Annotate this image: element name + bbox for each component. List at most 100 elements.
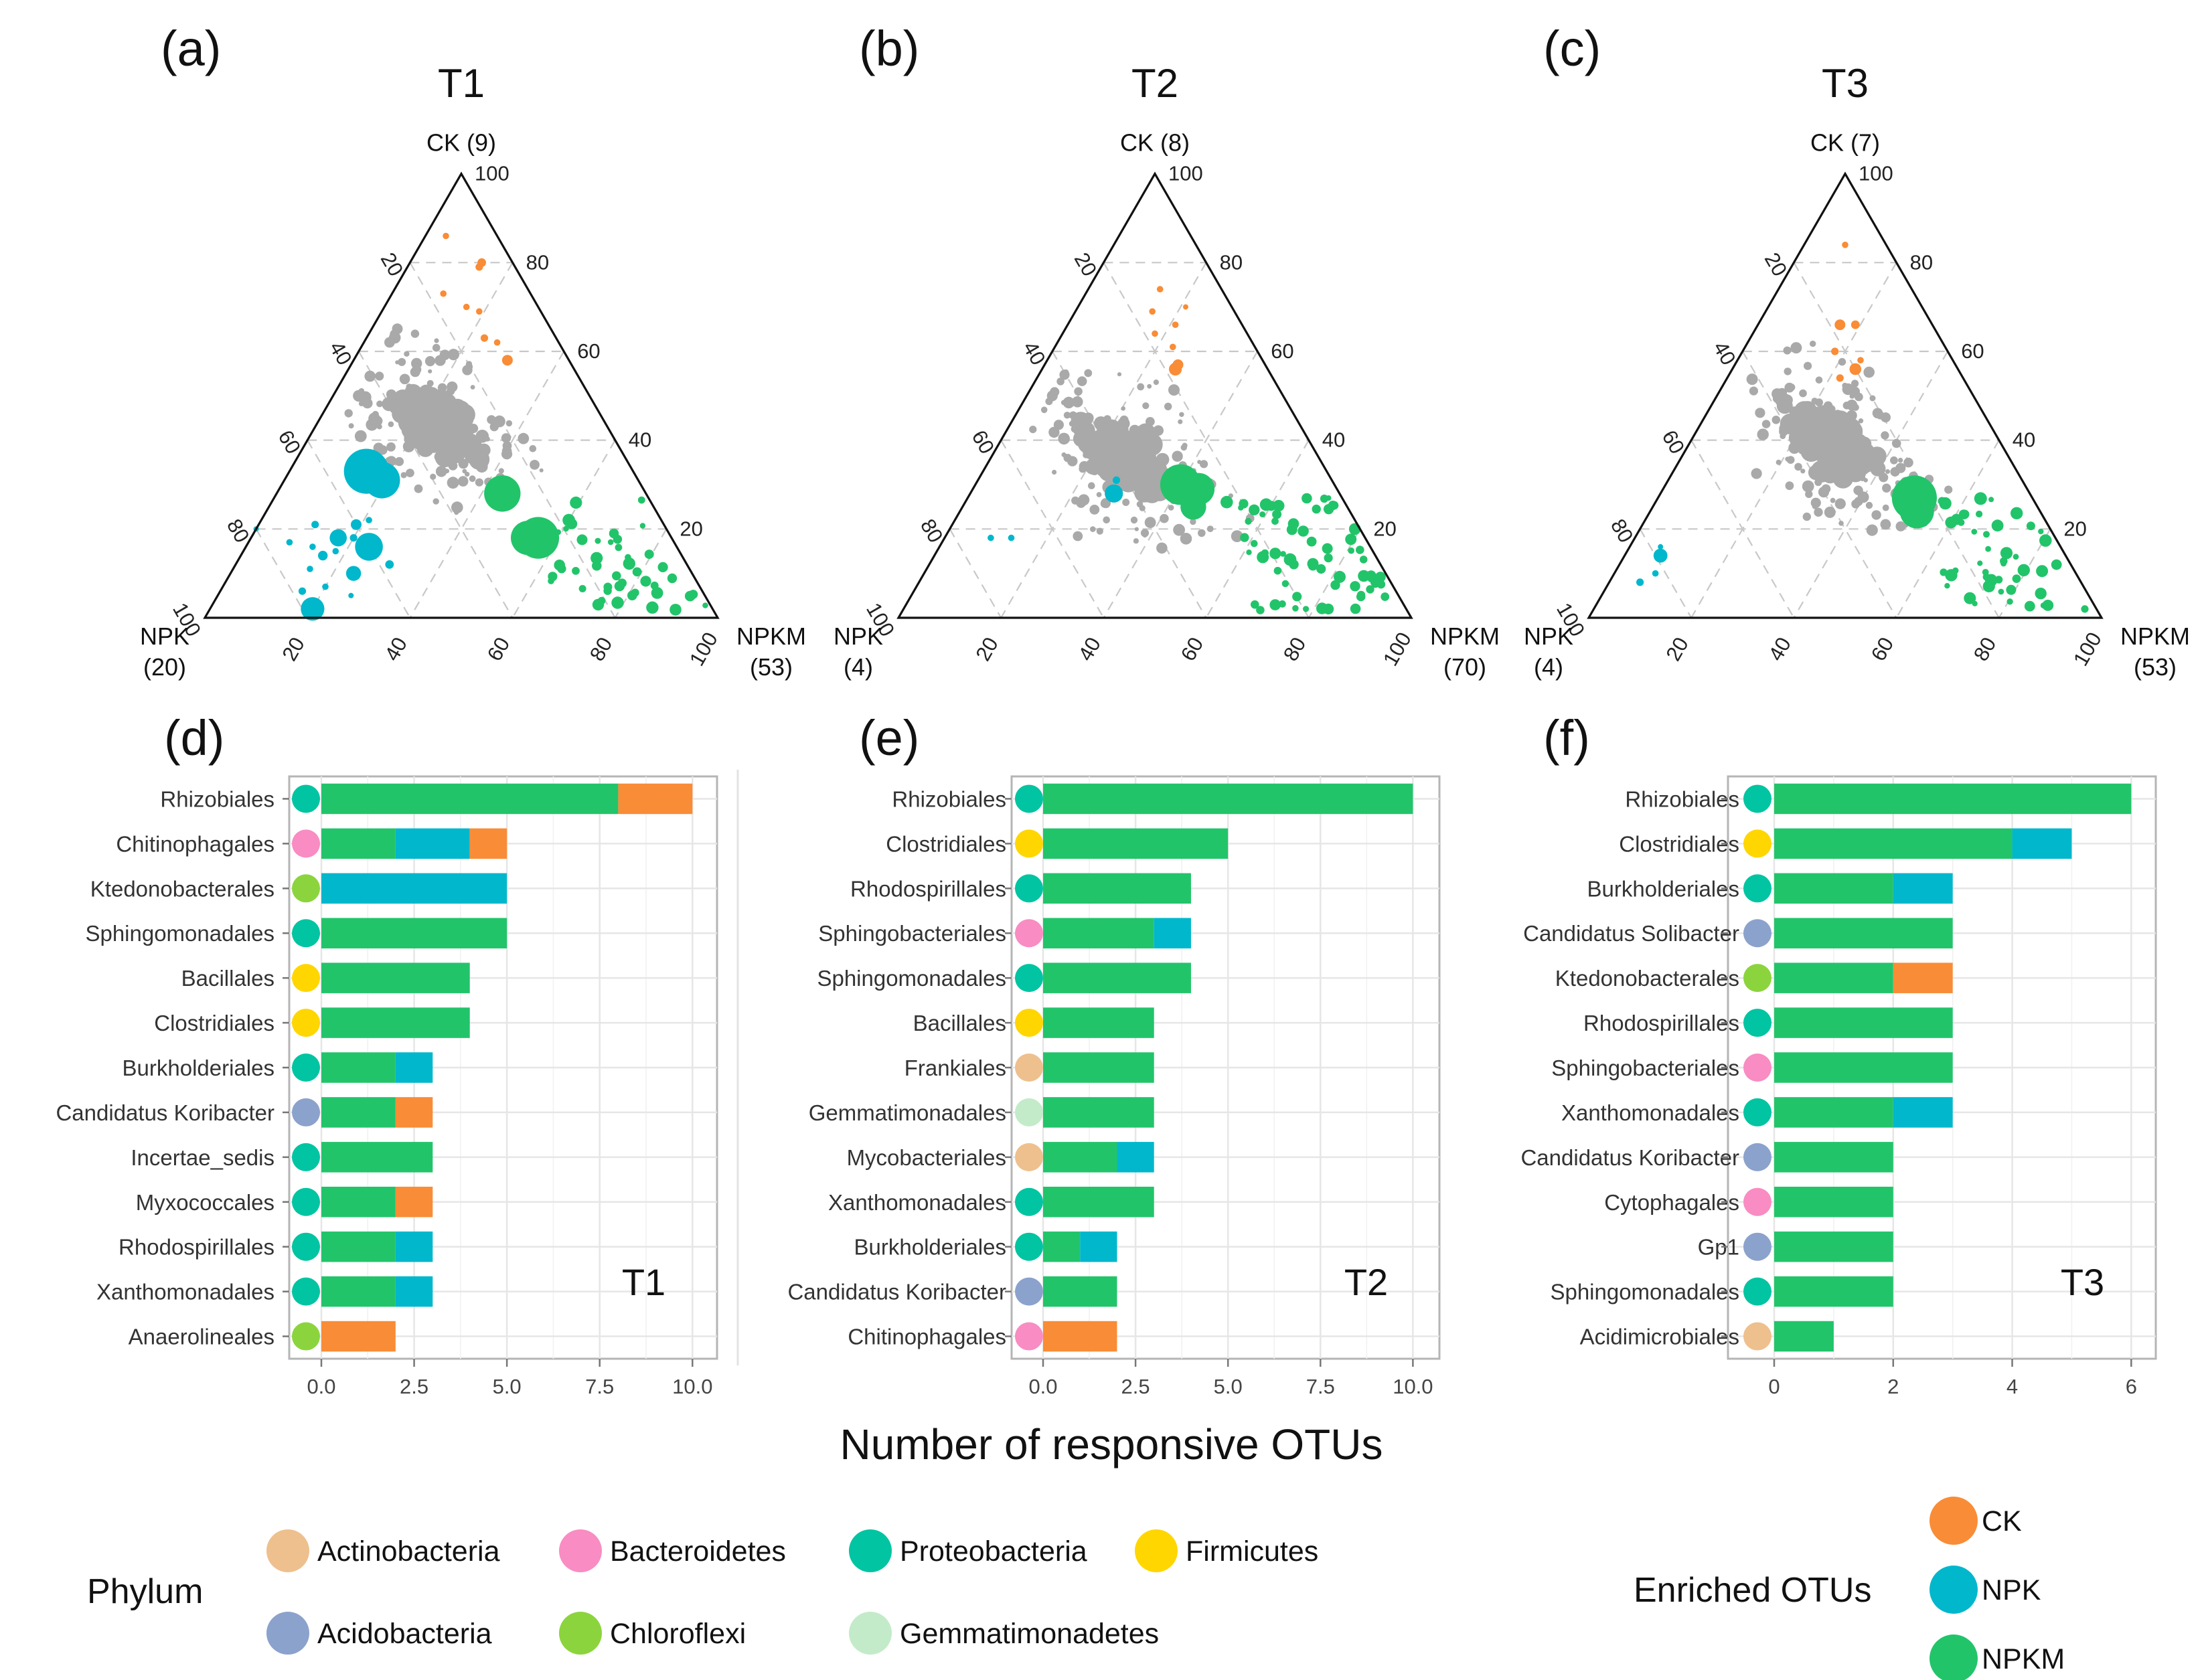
background-point	[375, 371, 384, 381]
background-point	[1095, 436, 1107, 448]
phylum-dot	[1015, 784, 1043, 813]
background-point	[437, 441, 443, 447]
background-point	[368, 412, 380, 425]
background-point	[376, 400, 384, 408]
phylum-dot	[292, 1009, 320, 1037]
enriched-point-ck	[1183, 304, 1188, 310]
enriched-point-npk	[309, 543, 316, 550]
bar-segment-npkm	[321, 783, 619, 815]
bar-segment-npk	[1893, 873, 1953, 904]
bar-segment-npk	[395, 1231, 433, 1262]
background-point	[1140, 529, 1150, 537]
enriched-point-npk	[345, 566, 362, 581]
background-point	[1206, 525, 1214, 532]
background-point	[1757, 428, 1769, 440]
enriched-point-ck	[1170, 343, 1176, 351]
background-point	[1818, 435, 1825, 443]
background-point	[1100, 500, 1109, 508]
background-point	[396, 397, 408, 409]
background-point	[530, 460, 540, 470]
background-point	[433, 428, 443, 436]
enriched-point-ck	[1172, 321, 1179, 329]
ternary-grid-line	[358, 351, 514, 618]
legend-swatch	[1135, 1529, 1178, 1572]
background-point	[1781, 394, 1793, 406]
ternary-plot-3: (c)T3202020404040606060808080100100100CK…	[1524, 21, 2190, 681]
enriched-point-npkm	[1983, 531, 1990, 538]
background-point	[435, 466, 447, 477]
background-point	[1802, 512, 1811, 521]
background-point	[1890, 456, 1898, 465]
background-point	[1865, 501, 1873, 509]
enriched-point-npkm	[615, 543, 623, 552]
background-point	[445, 469, 450, 474]
background-point	[1867, 450, 1877, 460]
background-point	[457, 476, 469, 487]
background-point	[1120, 426, 1129, 436]
background-point	[412, 433, 420, 441]
bar-chart-title: T2	[1344, 1261, 1388, 1303]
phylum-dot	[1015, 1232, 1043, 1261]
enriched-point-npk	[364, 462, 400, 499]
background-point	[1134, 527, 1139, 531]
phylum-dot	[1743, 1009, 1771, 1037]
enriched-point-npkm	[1303, 606, 1310, 612]
background-point	[1096, 527, 1103, 535]
background-point	[1142, 402, 1150, 410]
corner-label-ck: CK (7)	[1810, 129, 1880, 157]
background-point	[1050, 387, 1060, 397]
background-point	[1111, 450, 1118, 457]
phylum-dot	[1743, 784, 1771, 813]
bar-segment-npkm	[1043, 1187, 1154, 1217]
background-point	[479, 450, 487, 458]
background-point	[1117, 372, 1122, 377]
background-point	[1135, 426, 1144, 434]
phylum-dot	[1015, 1009, 1043, 1037]
enriched-point-npkm	[1375, 572, 1386, 582]
background-point	[1074, 387, 1083, 396]
ternary-frame	[896, 171, 1413, 619]
background-point	[449, 428, 467, 447]
background-point	[424, 356, 436, 367]
corner-label-ck: CK (8)	[1120, 129, 1190, 157]
background-point	[1800, 469, 1806, 474]
background-point	[469, 475, 476, 483]
background-point	[1810, 340, 1816, 347]
legend-enriched-title: Enriched OTUs	[1634, 1571, 1871, 1610]
background-point	[439, 412, 450, 424]
background-point	[411, 412, 422, 424]
background-point	[406, 469, 414, 477]
enriched-point-npkm	[1302, 493, 1312, 504]
bar-segment-ck	[1043, 1321, 1117, 1352]
bar-segment-npkm	[1774, 1231, 1893, 1262]
background-point	[461, 432, 471, 442]
background-point	[1828, 456, 1833, 461]
enriched-point-npkm	[632, 567, 642, 577]
background-point	[432, 498, 439, 505]
legend-swatch	[266, 1529, 309, 1572]
bar-segment-npkm	[1043, 1007, 1154, 1038]
background-point	[432, 343, 441, 352]
bar-segment-npk	[1154, 918, 1191, 948]
bar-segment-npk	[395, 1276, 433, 1307]
order-label: Rhodospirillales	[1583, 1011, 1739, 1035]
background-point	[1784, 367, 1792, 375]
order-label: Mycobacteriales	[847, 1145, 1006, 1170]
background-point	[1143, 470, 1154, 481]
enriched-point-npk	[1105, 484, 1123, 503]
background-point	[1805, 490, 1813, 498]
enriched-point-npkm	[1324, 554, 1333, 563]
x-tick-label: 10.0	[1393, 1375, 1433, 1398]
enriched-point-npkm	[1286, 524, 1297, 535]
background-point	[1814, 446, 1825, 458]
enriched-point-npk	[332, 548, 339, 555]
background-point	[1162, 459, 1167, 465]
enriched-point-npkm	[1238, 505, 1244, 511]
x-tick-label: 0.0	[1028, 1375, 1057, 1398]
bar-segment-npkm	[321, 1052, 396, 1083]
ternary-grid-line	[307, 262, 514, 618]
phylum-dot	[1743, 1322, 1771, 1351]
background-point	[1117, 452, 1127, 463]
enriched-point-ck	[1836, 374, 1844, 382]
phylum-dot	[1015, 1143, 1043, 1171]
